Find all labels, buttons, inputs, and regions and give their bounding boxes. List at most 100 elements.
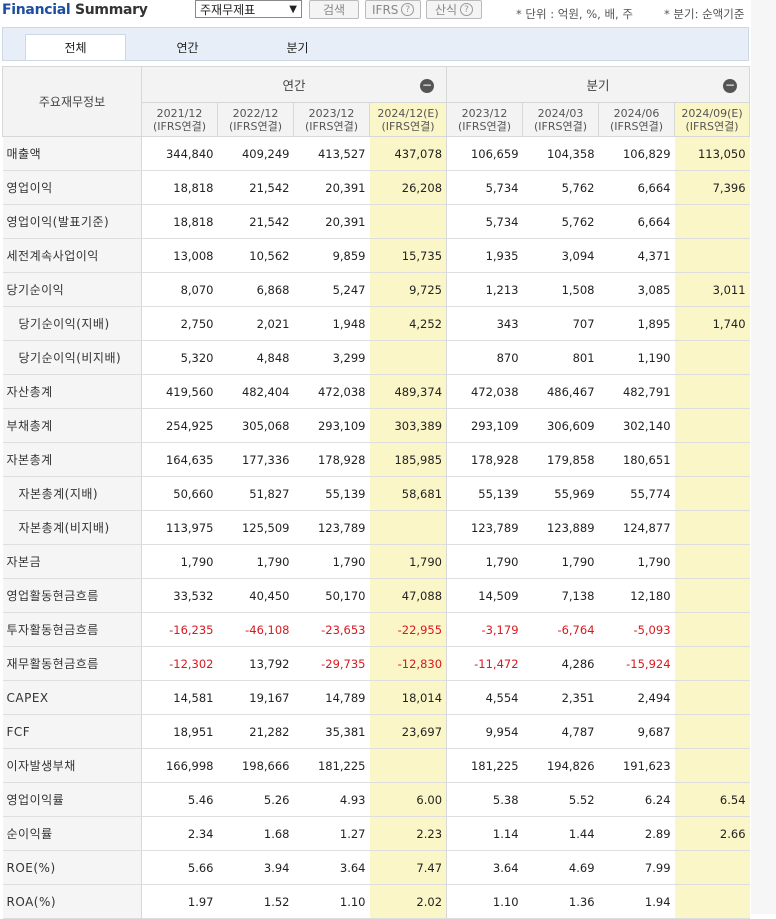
table-cell: 293,109 (446, 408, 523, 443)
table-cell: 1.36 (522, 884, 599, 919)
table-cell: 344,840 (141, 136, 218, 171)
row-label[interactable]: 자본총계(지배) (2, 476, 142, 511)
formula-label: 산식 (434, 3, 458, 17)
period-header: 2023/12 (IFRS연결) (446, 102, 524, 137)
page-title: Financial Summary (2, 2, 148, 18)
table-cell: 18,014 (369, 680, 448, 715)
table-cell: 113,975 (141, 510, 218, 545)
table-cell: 15,735 (369, 238, 448, 273)
row-label[interactable]: 재무활동현금흐름 (2, 646, 142, 681)
table-cell: 482,791 (598, 374, 675, 409)
table-cell: 305,068 (217, 408, 294, 443)
table-cell: 9,687 (598, 714, 675, 749)
table-cell: 6.54 (674, 782, 750, 817)
formula-help-button[interactable]: 산식 ? (426, 0, 482, 19)
tab-all[interactable]: 전체 (25, 34, 126, 60)
period-header: 2024/09(E) (IFRS연결) (674, 102, 751, 137)
table-cell: 178,928 (446, 442, 523, 477)
row-label[interactable]: 영업활동현금흐름 (2, 578, 142, 613)
table-cell: 47,088 (369, 578, 448, 613)
table-cell: 125,509 (217, 510, 294, 545)
table-cell: 18,818 (141, 204, 218, 239)
table-cell: 2.34 (141, 816, 218, 851)
collapse-icon[interactable]: − (420, 78, 435, 93)
table-cell: 164,635 (141, 442, 218, 477)
row-label[interactable]: 영업이익(발표기준) (2, 204, 142, 239)
table-row: 당기순이익(지배) 2,750 2,021 1,948 4,252 343 707 1,895… (2, 306, 750, 341)
table-cell: -12,830 (369, 646, 448, 681)
table-cell: 1,740 (674, 306, 750, 341)
table-cell: 9,954 (446, 714, 523, 749)
table-cell: 1.10 (446, 884, 523, 919)
table-cell: -29,735 (293, 646, 370, 681)
scrollbar[interactable] (751, 0, 776, 914)
table-cell: 33,532 (141, 578, 218, 613)
table-cell: 3,011 (674, 272, 750, 307)
table-cell: 4,371 (598, 238, 675, 273)
row-label[interactable]: 당기순이익(비지배) (2, 340, 142, 375)
table-cell: 1.27 (293, 816, 370, 851)
group-quarter-label: 분기 (586, 78, 610, 93)
table-cell: 14,581 (141, 680, 218, 715)
table-cell: 486,467 (522, 374, 599, 409)
period-date: 2022/12 (232, 106, 279, 120)
table-cell: 12,180 (598, 578, 675, 613)
table-cell: 106,829 (598, 136, 675, 171)
table-cell: 1,790 (598, 544, 675, 579)
row-label[interactable]: 매출액 (2, 136, 142, 171)
table-cell: 5.46 (141, 782, 218, 817)
row-label[interactable]: ROA(%) (2, 884, 142, 919)
table-cell (674, 442, 750, 477)
table-cell (674, 680, 750, 715)
tab-annual[interactable]: 연간 (176, 40, 199, 55)
statement-select[interactable]: 주재무제표 ▼ (195, 0, 302, 18)
table-cell: 20,391 (293, 170, 370, 205)
period-header: 2021/12 (IFRS연결) (141, 102, 218, 137)
row-label[interactable]: 세전계속사업이익 (2, 238, 142, 273)
table-cell (674, 714, 750, 749)
title-summary: Summary (74, 2, 148, 18)
row-label[interactable]: 자본총계(비지배) (2, 510, 142, 545)
table-cell: 50,170 (293, 578, 370, 613)
row-label[interactable]: ROE(%) (2, 850, 142, 885)
table-cell: 10,562 (217, 238, 294, 273)
row-label[interactable]: FCF (2, 714, 142, 749)
period-type: (IFRS연결) (152, 119, 207, 133)
row-label[interactable]: 자산총계 (2, 374, 142, 409)
table-cell: 6.00 (369, 782, 448, 817)
table-cell (674, 340, 750, 375)
table-row: 영업이익 18,818 21,542 20,391 26,208 5,734 5,762 6,… (2, 170, 750, 205)
table-cell: 123,889 (522, 510, 599, 545)
row-label[interactable]: 순이익률 (2, 816, 142, 851)
table-cell: 6.24 (598, 782, 675, 817)
table-cell: 6,664 (598, 170, 675, 205)
table-cell: 5,762 (522, 204, 599, 239)
row-label[interactable]: CAPEX (2, 680, 142, 715)
period-header: 2024/12(E) (IFRS연결) (368, 102, 448, 137)
row-label[interactable]: 자본총계 (2, 442, 142, 477)
row-label[interactable]: 자본금 (2, 544, 142, 579)
table-cell: 343 (446, 306, 523, 341)
table-cell: 35,381 (293, 714, 370, 749)
table-cell: 1.94 (598, 884, 675, 919)
table-cell: 302,140 (598, 408, 675, 443)
row-label[interactable]: 당기순이익(지배) (2, 306, 142, 341)
table-cell: 14,789 (293, 680, 370, 715)
table-cell: 1,790 (293, 544, 370, 579)
row-label[interactable]: 영업이익 (2, 170, 142, 205)
period-tabs: 전체 연간 분기 (2, 27, 749, 61)
table-row: 당기순이익 8,070 6,868 5,247 9,725 1,213 1,508 3,085… (2, 272, 750, 307)
row-label[interactable]: 이자발생부채 (2, 748, 142, 783)
table-cell: 14,509 (446, 578, 523, 613)
row-label[interactable]: 당기순이익 (2, 272, 142, 307)
search-button[interactable]: 검색 (309, 0, 359, 19)
row-label[interactable]: 부채총계 (2, 408, 142, 443)
row-label[interactable]: 투자활동현금흐름 (2, 612, 142, 647)
row-label[interactable]: 영업이익률 (2, 782, 142, 817)
collapse-icon[interactable]: − (723, 78, 738, 93)
ifrs-help-button[interactable]: IFRS ? (365, 0, 421, 19)
tab-quarter[interactable]: 분기 (286, 40, 309, 55)
table-cell: 2,351 (522, 680, 599, 715)
table-cell (369, 748, 448, 783)
table-cell (674, 850, 750, 885)
